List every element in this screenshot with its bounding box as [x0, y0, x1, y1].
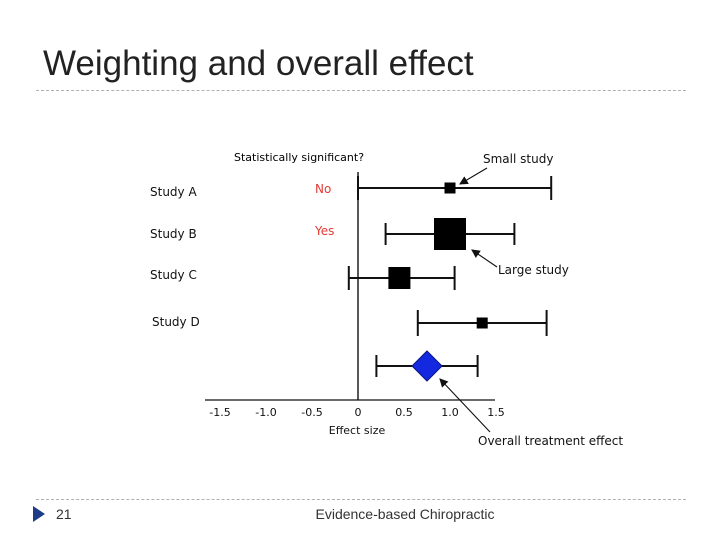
study-label: Study A [150, 185, 197, 199]
footer-divider [36, 499, 686, 500]
study-row: Study C [150, 266, 456, 290]
study-estimate-square [476, 317, 488, 329]
overall-effect-diamond [411, 350, 443, 382]
study-label: Study B [150, 227, 197, 241]
small-study-annotation: Small study [483, 152, 553, 166]
overall-effect-arrow [439, 378, 491, 433]
x-tick-label: 1.0 [441, 406, 459, 419]
significance-value: No [315, 182, 331, 196]
page-number: 21 [56, 506, 72, 522]
significance-header: Statistically significant? [234, 151, 364, 164]
slide-marker-icon [33, 506, 45, 522]
x-tick-label: 1.5 [487, 406, 505, 419]
x-tick-label: -1.5 [209, 406, 230, 419]
title-divider [36, 90, 686, 91]
study-row: Study A No [150, 176, 553, 200]
x-tick-label: -0.5 [301, 406, 322, 419]
study-row: Study B Yes [150, 218, 516, 250]
footer-text: Evidence-based Chiropractic [315, 506, 495, 522]
study-estimate-square [444, 182, 456, 194]
x-tick-label: -1.0 [255, 406, 276, 419]
study-label: Study D [152, 315, 200, 329]
overall-effect-annotation: Overall treatment effect [478, 434, 623, 448]
large-study-arrow [471, 249, 498, 268]
x-tick-label: 0 [355, 406, 362, 419]
x-axis-label: Effect size [329, 424, 386, 437]
x-tick-label: 0.5 [395, 406, 413, 419]
significance-value: Yes [314, 224, 334, 238]
slide-title: Weighting and overall effect [43, 44, 474, 83]
study-row: Study D [152, 310, 548, 336]
large-study-annotation: Large study [498, 263, 569, 277]
study-estimate-square [434, 218, 466, 250]
study-label: Study C [150, 268, 197, 282]
small-study-arrow [459, 167, 488, 185]
study-estimate-square [388, 267, 411, 289]
